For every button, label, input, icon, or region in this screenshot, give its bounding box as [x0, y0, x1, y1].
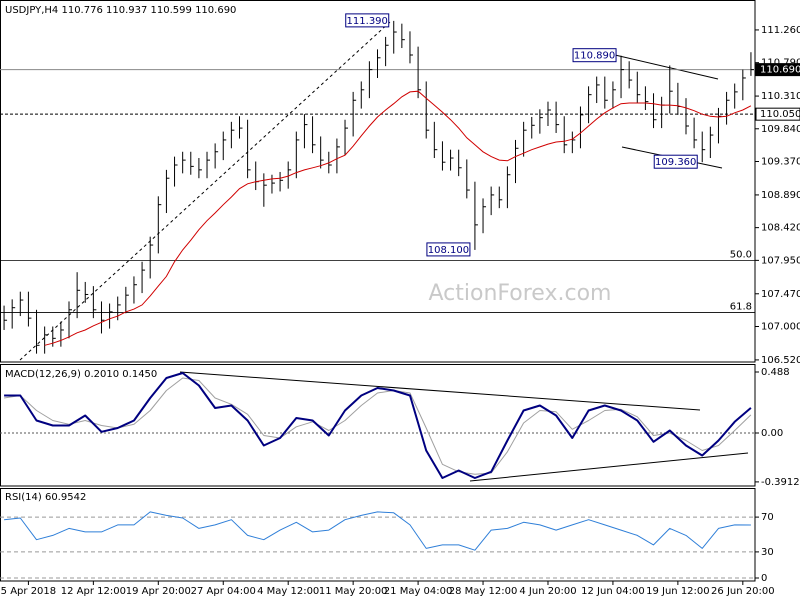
watermark: ActionForex.com — [429, 281, 612, 306]
annotation-box — [653, 154, 698, 169]
x-tick-label: 19 Jun 12:00 — [646, 586, 710, 597]
annotation-label: 110.890 — [574, 51, 615, 62]
rsi-title: RSI(14) 60.9542 — [5, 492, 86, 503]
x-tick-label: 27 Apr 04:00 — [191, 586, 256, 597]
y-tick-label: 109.840 — [761, 124, 800, 135]
level-label: 110.690 — [760, 65, 800, 76]
y-tick-label: 0.00 — [761, 428, 783, 439]
level-label-box — [755, 107, 800, 121]
level-label: 110.050 — [760, 109, 800, 120]
macd-title: MACD(12,26,9) 0.2010 0.1450 — [5, 369, 157, 380]
y-tick-label: 30 — [761, 547, 774, 558]
series-line — [4, 511, 751, 551]
x-tick-label: 12 Jun 04:00 — [581, 586, 645, 597]
y-tick-label: 111.260 — [761, 25, 800, 36]
price-panel — [0, 0, 756, 363]
series-line — [4, 377, 752, 475]
x-tick-label: 5 Apr 2018 — [1, 586, 56, 597]
x-tick-label: 21 May 04:00 — [384, 586, 453, 597]
y-tick-label: 70 — [761, 512, 774, 523]
x-tick-label: 11 May 20:00 — [319, 586, 388, 597]
rsi-panel — [0, 488, 756, 582]
annotation-label: 108.100 — [428, 245, 469, 256]
annotation-box — [572, 48, 617, 63]
y-tick-label: 106.520 — [761, 355, 800, 366]
y-tick-label: 107.950 — [761, 255, 800, 266]
channel-line — [614, 54, 719, 80]
x-tick-label: 19 Apr 20:00 — [126, 586, 191, 597]
y-tick-label: 108.890 — [761, 190, 800, 201]
y-tick-label: 110.310 — [761, 91, 800, 102]
x-tick-label: 26 Jun 20:00 — [711, 586, 775, 597]
y-tick-label: -0.3912 — [761, 477, 800, 488]
x-tick-label: 4 Jun 20:00 — [519, 586, 576, 597]
y-tick-label: 107.470 — [761, 289, 800, 300]
fib-label: 61.8 — [730, 302, 752, 313]
series-line — [4, 372, 752, 479]
moving-average — [44, 90, 752, 346]
price-title: USDJPY,H4 110.776 110.937 110.599 110.69… — [5, 5, 236, 16]
fib-label: 50.0 — [730, 249, 752, 260]
annotation-label: 111.390 — [347, 16, 388, 27]
macd-trend-line — [179, 371, 701, 411]
macd-trend-line — [469, 452, 749, 482]
y-tick-label: 109.370 — [761, 157, 800, 168]
annotation-label: 109.360 — [655, 157, 696, 168]
annotation-box — [345, 13, 390, 28]
y-tick-label: 108.420 — [761, 223, 800, 234]
x-tick-label: 4 May 12:00 — [257, 586, 319, 597]
y-tick-label: 107.000 — [761, 321, 800, 332]
x-tick-label: 12 Apr 12:00 — [61, 586, 126, 597]
y-tick-label: 0.488 — [761, 367, 790, 378]
x-tick-label: 28 May 12:00 — [449, 586, 518, 597]
macd-panel — [0, 364, 756, 487]
annotation-box — [426, 242, 471, 257]
level-label-box — [755, 63, 800, 77]
y-tick-label: 0 — [761, 573, 767, 584]
